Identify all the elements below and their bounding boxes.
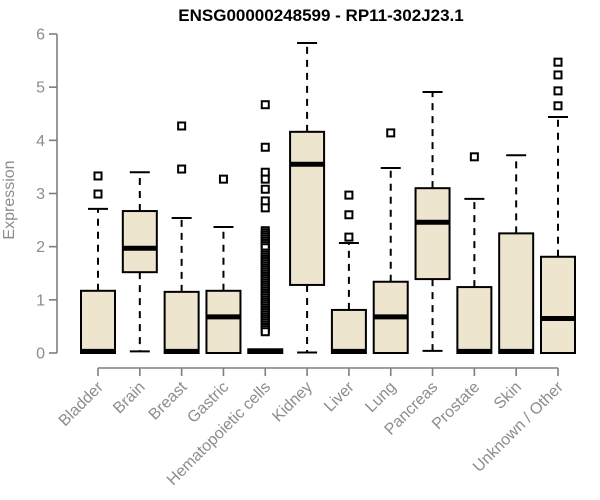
y-tick-label: 5 (36, 80, 45, 97)
boxplot-group-hematopoietic-cells (247, 100, 284, 355)
boxplot-group-liver (330, 190, 367, 354)
y-tick-label: 2 (36, 239, 45, 256)
boxplot-group-lung (372, 128, 409, 355)
x-tick-label: Breast (146, 378, 191, 423)
boxplot-group-prostate (456, 152, 493, 354)
outlier-lung (386, 128, 396, 138)
y-tick-label: 4 (36, 133, 45, 150)
boxplot-group-kidney (289, 42, 326, 354)
box-pancreas (414, 187, 451, 281)
x-tick-label: Skin (491, 379, 525, 413)
outlier-prostate (469, 152, 479, 162)
boxplot-group-bladder (80, 171, 116, 355)
outlier-gastric (218, 174, 228, 184)
x-tick-label: Kidney (269, 379, 316, 426)
box-gastric (205, 289, 242, 355)
boxes-layer (80, 42, 576, 355)
outlier-liver (344, 190, 354, 200)
box-prostate (456, 286, 493, 354)
outlier-unknown-other (553, 86, 563, 96)
y-tick-label: 3 (36, 186, 45, 203)
boxplot-group-brain (121, 171, 158, 353)
y-tick-label: 1 (36, 292, 45, 309)
outlier-liver (344, 232, 354, 242)
outlier-hematopoietic-cells (260, 100, 270, 110)
outlier-breast (177, 121, 187, 131)
box-breast (163, 290, 200, 354)
box-liver (330, 308, 367, 354)
outlier-hematopoietic-cells (260, 184, 270, 194)
x-tick-label: Lung (362, 379, 399, 416)
box-bladder (80, 289, 116, 355)
y-tick-label: 0 (36, 346, 45, 363)
outlier-hematopoietic-cells (260, 327, 270, 337)
outlier-hematopoietic-cells (260, 203, 270, 213)
boxplot-group-unknown-other (539, 57, 576, 354)
outlier-unknown-other (553, 57, 563, 67)
outlier-liver (344, 210, 354, 220)
boxplot-group-breast (163, 121, 200, 354)
boxplot-group-gastric (205, 174, 242, 355)
outlier-bladder (93, 171, 103, 181)
box-unknown-other (539, 255, 576, 354)
outlier-hematopoietic-cells (260, 142, 270, 152)
chart-title: ENSG00000248599 - RP11-302J23.1 (178, 6, 463, 25)
box-brain (121, 210, 158, 274)
outlier-breast (177, 164, 187, 174)
boxplot-group-pancreas (414, 90, 451, 352)
boxplot-group-skin (498, 154, 535, 354)
x-tick-label: Brain (110, 379, 148, 417)
box-kidney (289, 130, 326, 286)
outlier-unknown-other (553, 70, 563, 80)
x-tick-label: Bladder (56, 378, 107, 429)
outlier-bladder (93, 189, 103, 199)
y-axis-label: Expression (1, 160, 18, 239)
y-tick-label: 6 (36, 26, 45, 43)
outlier-hematopoietic-cells (260, 174, 270, 184)
box-skin (498, 232, 535, 354)
outlier-unknown-other (553, 101, 563, 111)
x-tick-label: Liver (321, 378, 358, 415)
